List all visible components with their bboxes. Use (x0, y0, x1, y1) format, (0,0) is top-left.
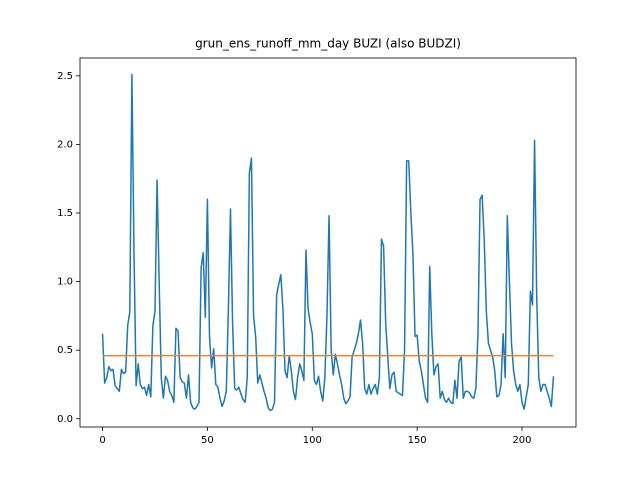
x-tick-label: 150 (408, 435, 427, 446)
y-tick-label: 1.5 (57, 208, 73, 219)
y-tick-label: 2.0 (57, 139, 73, 150)
y-tick-label: 2.5 (57, 71, 73, 82)
data-line (101, 73, 555, 412)
chart-title: grun_ens_runoff_mm_day BUZI (also BUDZI) (195, 37, 461, 51)
y-tick-label: 1.0 (57, 277, 73, 288)
y-tick-label: 0.0 (57, 414, 73, 425)
x-tick-label: 0 (99, 435, 105, 446)
x-tick-label: 100 (303, 435, 322, 446)
plot-frame (79, 57, 577, 428)
y-tick-label: 0.5 (57, 345, 73, 356)
x-tick-label: 200 (512, 435, 531, 446)
x-tick-label: 50 (201, 435, 214, 446)
